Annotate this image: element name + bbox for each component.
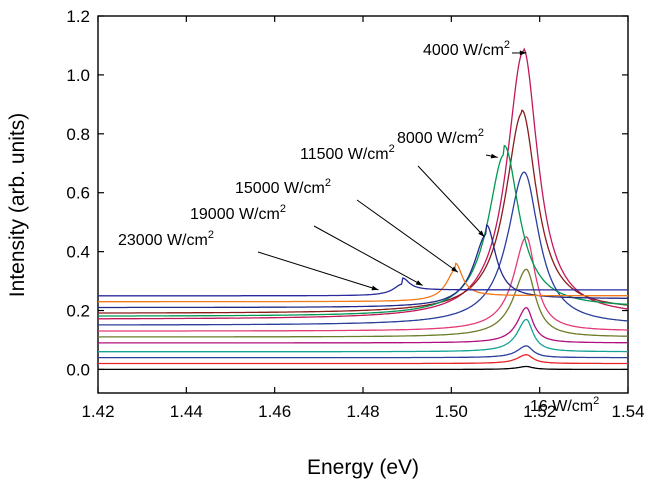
series-line [98, 306, 628, 344]
series-line [98, 47, 629, 320]
x-tick-label: 1.52 [523, 402, 556, 421]
y-tick-label: 0.8 [66, 125, 90, 144]
annotation-8000: 8000 W/cm2 [397, 127, 484, 147]
x-tick-label: 1.50 [435, 402, 468, 421]
y-tick-label: 0.2 [66, 302, 90, 321]
series-line [98, 236, 628, 332]
annotation-4000: 4000 W/cm2 [423, 39, 510, 59]
annotation-arrowhead [451, 266, 458, 273]
annotation-arrowhead [490, 153, 498, 159]
annotation-arrow [313, 225, 423, 286]
y-tick-label: 1.2 [66, 7, 90, 26]
series-line [98, 144, 628, 317]
series-line [98, 365, 628, 371]
series-layer [98, 47, 629, 371]
series-line [98, 109, 629, 314]
y-tick-label: 0.6 [66, 184, 90, 203]
x-tick-label: 1.46 [258, 402, 291, 421]
annotation-15000: 15000 W/cm2 [235, 177, 331, 197]
y-axis-label: Intensity (arb. units) [6, 113, 29, 297]
series-line [98, 345, 628, 359]
series-line [98, 318, 628, 353]
annotation-arrowhead [415, 280, 423, 286]
series-line [98, 277, 628, 297]
annotation-19000: 19000 W/cm2 [190, 203, 286, 223]
x-axis-label: Energy (eV) [307, 456, 419, 479]
y-tick-label: 0.4 [66, 243, 90, 262]
annotation-arrows [257, 50, 527, 291]
annotation-arrow [417, 165, 485, 238]
y-tick-label: 0.0 [66, 360, 90, 379]
series-line [98, 268, 628, 338]
annotation-arrow [356, 199, 459, 273]
series-line [98, 262, 628, 303]
annotation-arrow [257, 251, 379, 291]
series-line [98, 171, 628, 326]
y-tick-label: 1.0 [66, 66, 90, 85]
x-tick-label: 1.44 [170, 402, 203, 421]
annotation-arrowhead [478, 230, 485, 237]
annotation-arrowhead [371, 285, 379, 291]
x-tick-label: 1.42 [81, 402, 114, 421]
x-tick-label: 1.54 [611, 402, 644, 421]
y-axis-ticks: 0.0 0.2 0.4 0.6 0.8 1.0 1.2 [66, 7, 628, 379]
annotation-23000: 23000 W/cm2 [118, 229, 214, 249]
x-tick-label: 1.48 [346, 402, 379, 421]
annotation-16: 16 W/cm2 [530, 395, 599, 415]
annotation-arrowhead [519, 50, 527, 56]
x-axis-ticks: 1.42 1.44 1.46 1.48 1.50 1.52 1.54 [81, 16, 645, 421]
annotation-11500: 11500 W/cm2 [300, 143, 395, 163]
series-line [98, 354, 628, 365]
